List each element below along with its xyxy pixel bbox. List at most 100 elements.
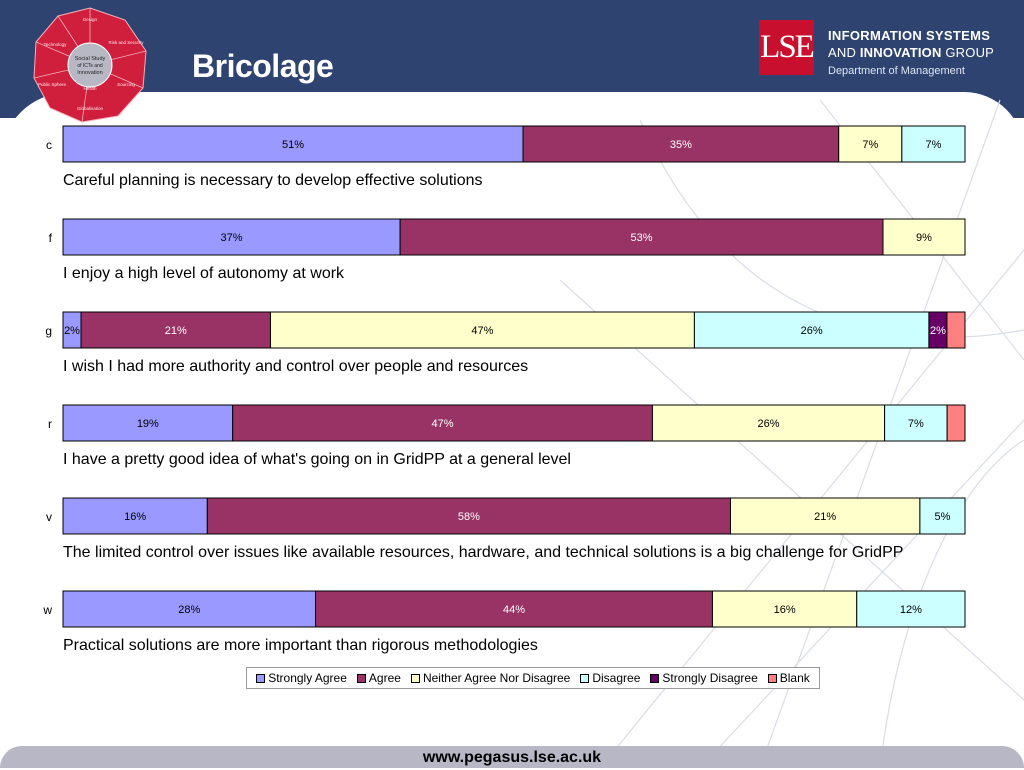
bar-segment-blank (946, 311, 966, 349)
bar-segment-agree (232, 404, 653, 442)
badge-segment-globalisation: Globalisation (77, 106, 104, 111)
org-line2-bold: INNOVATION (859, 45, 942, 60)
research-badge-logo: Social Study of ICTs and Innovation Desi… (33, 7, 147, 123)
data-label: 16% (124, 511, 146, 523)
legend-swatch (580, 673, 590, 683)
bar-segment-disagree (901, 125, 966, 163)
bar-segment-strongly-agree (62, 497, 208, 535)
data-label: 26% (758, 418, 780, 430)
data-label: 21% (165, 325, 187, 337)
legend-label: Disagree (592, 671, 641, 685)
legend-item-blank: Blank (767, 671, 810, 685)
legend-swatch (650, 673, 660, 683)
badge-center-line3: Innovation (77, 70, 102, 76)
data-label: 53% (631, 232, 653, 244)
bar-segment-blank (946, 404, 966, 442)
bar-segment-strongly-agree (62, 218, 401, 256)
badge-segment-health: Health (83, 86, 97, 91)
legend-label: Neither Agree Nor Disagree (422, 671, 571, 685)
row-id-label: c (46, 138, 52, 152)
bar-segment-neither-agree-nor-disagree (882, 218, 966, 256)
row-id-label: r (48, 417, 52, 431)
row-id-label: f (49, 231, 53, 245)
data-label: 28% (178, 604, 200, 616)
badge-segment-design: Design (83, 17, 98, 22)
legend-label: Strongly Agree (268, 671, 347, 685)
data-label: 12% (900, 604, 922, 616)
department-name: Department of Management (828, 65, 965, 77)
bar-segment-strongly-agree (62, 125, 524, 163)
bar-segment-neither-agree-nor-disagree (711, 590, 858, 628)
statement-label: Careful planning is necessary to develop… (63, 172, 483, 189)
data-label: 2% (64, 325, 80, 337)
data-label: 5% (934, 511, 950, 523)
badge-segment-public: Public Sphere (38, 82, 67, 87)
badge-segment-risk: Risk and Security (108, 40, 144, 45)
data-label: 7% (862, 139, 878, 151)
bar-row-w: w 28% 44% 16% 12% Practical solutions are mor… (42, 590, 966, 654)
bar-segment-neither-agree-nor-disagree (729, 497, 921, 535)
bar-row-g: g 2% 21% 47% 26% 2% I wish I had more authorit… (45, 311, 966, 375)
legend-item-strongly-agree: Strongly Agree (256, 671, 347, 685)
statement-label: The limited control over issues like ava… (63, 544, 903, 561)
statement-label: I have a pretty good idea of what's goin… (63, 451, 571, 468)
bar-row-f: f 37% 53% 9% I enjoy a high level of autonom… (49, 218, 966, 282)
legend-item-strongly-disagree: Strongly Disagree (650, 671, 758, 685)
legend-label: Blank (779, 671, 810, 685)
row-id-label: g (45, 324, 52, 338)
bar-segment-agree (522, 125, 840, 163)
bar-row-v: v 16% 58% 21% 5% The limited control over iss… (46, 497, 966, 561)
data-label: 26% (801, 325, 823, 337)
badge-center-line1: Social Study (75, 56, 106, 62)
data-label: 9% (916, 232, 932, 244)
data-label: 35% (670, 139, 692, 151)
bar-row-c: c 51% 35% 7% 7% Careful planning is necessary… (46, 125, 966, 189)
org-name-line1: INFORMATION SYSTEMS (828, 28, 991, 43)
chart-legend: Strongly Agree Agree Neither Agree Nor Dis… (246, 667, 820, 689)
data-label: 47% (471, 325, 493, 337)
row-id-label: w (42, 603, 52, 617)
bar-row-r: r 19% 47% 26% 7% I have a pretty good idea of… (48, 404, 966, 468)
legend-swatch (767, 673, 777, 683)
statement-label: I wish I had more authority and control … (63, 358, 528, 375)
data-label: 7% (908, 418, 924, 430)
row-id-label: v (46, 510, 52, 524)
legend-label: Agree (368, 671, 401, 685)
bar-segment-disagree (919, 497, 966, 535)
badge-segment-sourcing: Sourcing (117, 82, 135, 87)
bar-segment-agree (206, 497, 731, 535)
data-label: 58% (458, 511, 480, 523)
legend-label: Strongly Disagree (662, 671, 758, 685)
bar-segment-agree (315, 590, 713, 628)
data-label: 7% (925, 139, 941, 151)
bar-segment-agree (80, 311, 271, 349)
lse-logo: LSE (759, 20, 815, 75)
data-label: 47% (432, 418, 454, 430)
badge-center-line2: of ICTs and (77, 63, 103, 69)
bar-segment-strongly-agree (62, 404, 234, 442)
legend-swatch (356, 673, 366, 683)
data-label: 44% (503, 604, 525, 616)
org-line2-suffix: GROUP (941, 45, 995, 60)
statement-label: I enjoy a high level of autonomy at work (63, 265, 345, 282)
legend-swatch (410, 673, 420, 683)
footer-url[interactable]: www.pegasus.lse.ac.uk (0, 746, 1024, 768)
data-label: 19% (137, 418, 159, 430)
page-title: Bricolage (192, 48, 334, 84)
bar-segment-disagree (856, 590, 966, 628)
legend-swatch (256, 673, 266, 683)
data-label: 37% (221, 232, 243, 244)
data-label: 21% (814, 511, 836, 523)
legend-item-agree: Agree (356, 671, 401, 685)
data-label: 2% (930, 325, 946, 337)
data-label: 51% (282, 139, 304, 151)
bar-segment-agree (399, 218, 884, 256)
badge-segment-technology: Technology (44, 42, 68, 47)
bar-segment-neither-agree-nor-disagree (651, 404, 886, 442)
legend-item-disagree: Disagree (580, 671, 640, 685)
legend-item-neither-agree-nor-disagree: Neither Agree Nor Disagree (410, 671, 571, 685)
bar-segment-neither-agree-nor-disagree (838, 125, 903, 163)
data-label: 16% (774, 604, 796, 616)
org-name-line2: AND INNOVATION GROUP (828, 45, 994, 60)
